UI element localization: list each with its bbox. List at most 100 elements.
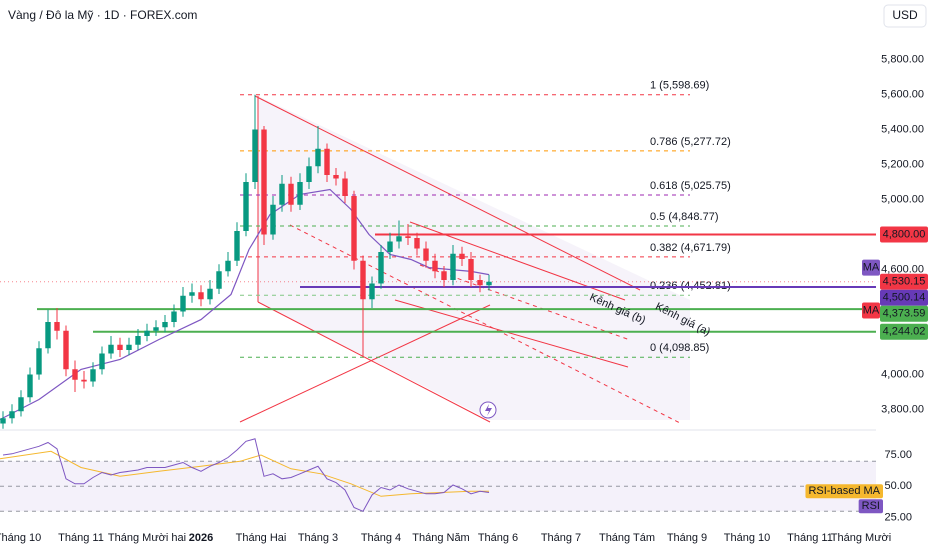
candle-body <box>270 204 276 235</box>
candle-body <box>117 344 123 350</box>
currency-button[interactable] <box>883 4 927 28</box>
channel-shade <box>258 96 690 420</box>
channel-line <box>254 95 641 291</box>
candle-body <box>45 322 51 349</box>
candle-body <box>180 295 186 312</box>
candle-body <box>0 418 6 424</box>
candle-body <box>387 241 393 252</box>
candle-body <box>225 260 231 272</box>
candle-body <box>486 281 492 286</box>
price-tag <box>880 226 928 243</box>
candle-body <box>27 374 33 398</box>
x-tick-label: Tháng Mười <box>831 532 891 544</box>
price-tag-label: 4,373.59 <box>883 308 926 320</box>
candle-body <box>81 379 87 382</box>
x-tick-label: Tháng Hai <box>236 532 287 544</box>
candle-body <box>297 182 303 205</box>
candle-body <box>126 344 132 350</box>
candle-body <box>423 248 429 261</box>
y-tick-label: 25.00 <box>884 511 912 523</box>
x-tick-label: Tháng 3 <box>298 532 338 544</box>
fib-label: 0 (4,098.85) <box>650 342 709 354</box>
candle-body <box>252 129 258 182</box>
candle-body <box>369 283 375 300</box>
ma-tag <box>862 302 880 319</box>
candle-body <box>99 353 105 370</box>
candle-body <box>360 260 366 300</box>
ma-tag-label: MA <box>863 261 880 273</box>
x-tick-label: Tháng 11 <box>787 532 833 544</box>
candle-body <box>315 148 321 167</box>
fib-label: 0.786 (5,277.72) <box>650 136 731 148</box>
candle-body <box>324 148 330 175</box>
legend-tag-label: RSI-based MA <box>808 485 880 497</box>
candle-body <box>198 292 204 300</box>
candle-body <box>477 280 483 286</box>
candle-body <box>396 236 402 242</box>
currency-label[interactable]: USD <box>892 8 918 22</box>
candle-body <box>72 369 78 380</box>
candle-body <box>18 397 24 412</box>
x-tick-label: Tháng 6 <box>478 532 518 544</box>
channel-line <box>394 299 629 368</box>
candle-body <box>54 322 60 331</box>
candle-body <box>306 166 312 182</box>
x-tick-label: Tháng 7 <box>541 532 581 544</box>
price-tag-label: 4,500.14 <box>883 292 926 304</box>
candle-body <box>207 288 213 300</box>
candle-body <box>171 311 177 322</box>
channel-line <box>419 264 631 341</box>
candle-body <box>432 260 438 272</box>
y-tick-label: 5,600.00 <box>881 88 924 100</box>
y-tick-label: 5,800.00 <box>881 53 924 65</box>
rsi-line <box>0 450 489 497</box>
candle-body <box>108 344 114 354</box>
price-tag <box>880 305 928 322</box>
candle-body <box>468 259 474 280</box>
x-tick-label: Tháng Mười hai <box>108 532 186 544</box>
candle-body <box>405 236 411 238</box>
price-tag-label: 4,800.00 <box>883 228 926 240</box>
x-tick-label: Tháng 4 <box>361 532 401 544</box>
y-tick-label: 50.00 <box>884 480 912 492</box>
price-tag-label: 4,244.02 <box>883 326 926 338</box>
symbol-title: Vàng / Đô la Mỹ · 1D · FOREX.com <box>8 8 197 22</box>
candle-body <box>288 183 294 205</box>
legend-tag <box>858 499 883 514</box>
candle-body <box>441 271 447 280</box>
candle-body <box>216 271 222 289</box>
candle-body <box>63 330 69 370</box>
y-tick-label: 4,000.00 <box>881 368 924 380</box>
x-tick-label: Tháng 9 <box>667 532 707 544</box>
candle-body <box>378 252 384 284</box>
candle-body <box>459 253 465 259</box>
price-tag <box>880 289 928 306</box>
y-tick-label: 3,800.00 <box>881 403 924 415</box>
candle-body <box>261 129 267 235</box>
candle-body <box>351 196 357 261</box>
x-tick-label: Tháng Năm <box>412 532 469 544</box>
y-tick-label: 5,400.00 <box>881 123 924 135</box>
candle-body <box>144 330 150 336</box>
legend-tag-label: RSI <box>862 500 880 512</box>
candle-body <box>153 327 159 331</box>
y-tick-label: 4,600.00 <box>881 263 924 275</box>
candle-body <box>333 175 339 179</box>
x-tick-label: Tháng 11 <box>58 532 104 544</box>
candle-body <box>162 322 168 328</box>
fib-label: 0.5 (4,848.77) <box>650 211 719 223</box>
price-tag-label: 4,530.15 <box>883 276 926 288</box>
candle-body <box>279 183 285 205</box>
candle-body <box>189 292 195 296</box>
candle-body <box>414 238 420 249</box>
candle-body <box>243 182 249 231</box>
fib-label: 0.382 (4,671.79) <box>650 242 731 254</box>
x-tick-label: Tháng Tám <box>599 532 655 544</box>
x-tick-label: Tháng 10 <box>724 532 770 544</box>
fib-label: 0.618 (5,025.75) <box>650 180 731 192</box>
x-tick-label: Tháng 10 <box>0 532 41 544</box>
channel-line <box>239 304 491 423</box>
fib-label: 1 (5,598.69) <box>650 80 709 92</box>
x-tick-label: 2026 <box>189 532 213 544</box>
